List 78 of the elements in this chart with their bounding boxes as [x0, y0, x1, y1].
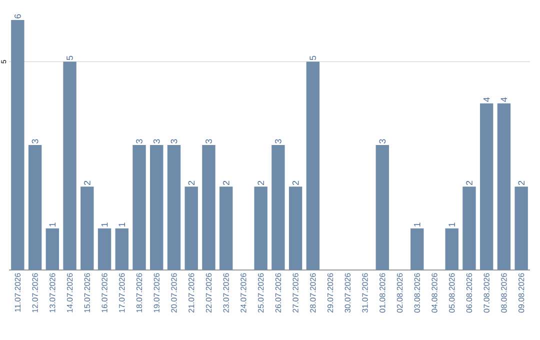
data-label: 1 [414, 222, 420, 226]
x-tick-label: 14.07.2026 [66, 273, 73, 312]
bar [480, 103, 494, 270]
x-tick-label: 18.07.2026 [136, 273, 142, 312]
x-tick-label: 27.07.2026 [292, 273, 298, 312]
bar [150, 145, 164, 270]
data-label: 1 [448, 222, 455, 226]
x-tick-label: 31.07.2026 [362, 273, 368, 313]
data-label: 4 [500, 97, 508, 102]
x-tick-label: 02.08.2026 [396, 273, 403, 313]
bar [445, 228, 458, 270]
x-tick-label: 25.07.2026 [258, 273, 264, 312]
data-label: 5 [66, 56, 73, 60]
x-tick-label: 23.07.2026 [223, 273, 229, 312]
data-label: 3 [274, 139, 282, 144]
data-label: 1 [49, 222, 56, 226]
x-tick-label: 19.07.2026 [154, 273, 160, 312]
bar [288, 186, 302, 270]
data-label: 3 [153, 139, 160, 144]
x-tick-label: 13.07.2026 [50, 273, 56, 312]
bar [306, 62, 320, 270]
data-label: 3 [206, 139, 212, 144]
x-tick-label: 16.07.2026 [102, 273, 108, 312]
x-tick-label: 05.08.2026 [449, 273, 455, 313]
x-tick-label: 24.07.2026 [240, 273, 246, 312]
bar [254, 186, 268, 270]
data-label: 2 [188, 180, 194, 186]
data-label: 4 [483, 97, 490, 102]
bar [219, 186, 233, 270]
data-label: 6 [14, 14, 21, 18]
data-label: 3 [170, 139, 178, 144]
x-tick-label: 12.07.2026 [32, 273, 38, 312]
data-label: 2 [84, 180, 90, 186]
data-label: 2 [258, 180, 264, 186]
x-tick-label: 22.07.2026 [206, 273, 212, 312]
bar [272, 145, 285, 270]
data-label: 2 [292, 180, 299, 186]
bar [410, 228, 424, 270]
data-label: 2 [222, 180, 230, 186]
bar [11, 20, 24, 270]
x-tick-label: 04.08.2026 [432, 273, 438, 313]
bar [202, 145, 216, 270]
bar [167, 145, 181, 270]
x-tick-label: 30.07.2026 [344, 273, 350, 313]
data-label: 1 [118, 222, 125, 226]
bar [46, 228, 60, 270]
bar [115, 228, 128, 270]
data-label: 5 [310, 56, 316, 60]
x-tick-label: 06.08.2026 [466, 273, 472, 313]
data-label: 1 [101, 222, 108, 226]
data-label: 2 [466, 180, 472, 186]
data-label: 3 [136, 139, 142, 144]
bar [184, 186, 198, 270]
x-tick-label: 26.07.2026 [275, 273, 282, 312]
bar [497, 103, 511, 270]
bar [28, 145, 42, 270]
x-tick-label: 08.08.2026 [501, 273, 507, 313]
data-label: 3 [32, 139, 38, 144]
x-tick-label: 21.07.2026 [188, 273, 194, 312]
bar [514, 186, 528, 270]
bar [376, 145, 389, 270]
x-tick-label: 11.07.2026 [14, 273, 21, 312]
x-tick-label: 01.08.2026 [380, 273, 386, 313]
bar [98, 228, 112, 270]
x-tick-label: 20.07.2026 [171, 273, 177, 312]
bar [80, 186, 94, 270]
x-tick-label: 03.08.2026 [414, 273, 420, 313]
x-tick-label: 07.08.2026 [484, 273, 490, 313]
bar [132, 145, 146, 270]
x-tick-label: 28.07.2026 [310, 273, 316, 312]
bar [462, 186, 476, 270]
x-tick-label: 15.07.2026 [84, 273, 90, 312]
data-label: 3 [379, 139, 386, 144]
x-tick-label: 09.08.2026 [518, 273, 524, 313]
x-tick-label: 17.07.2026 [119, 273, 125, 312]
data-label: 2 [518, 180, 524, 186]
x-tick-label: 29.07.2026 [327, 273, 334, 312]
bar [63, 62, 76, 270]
